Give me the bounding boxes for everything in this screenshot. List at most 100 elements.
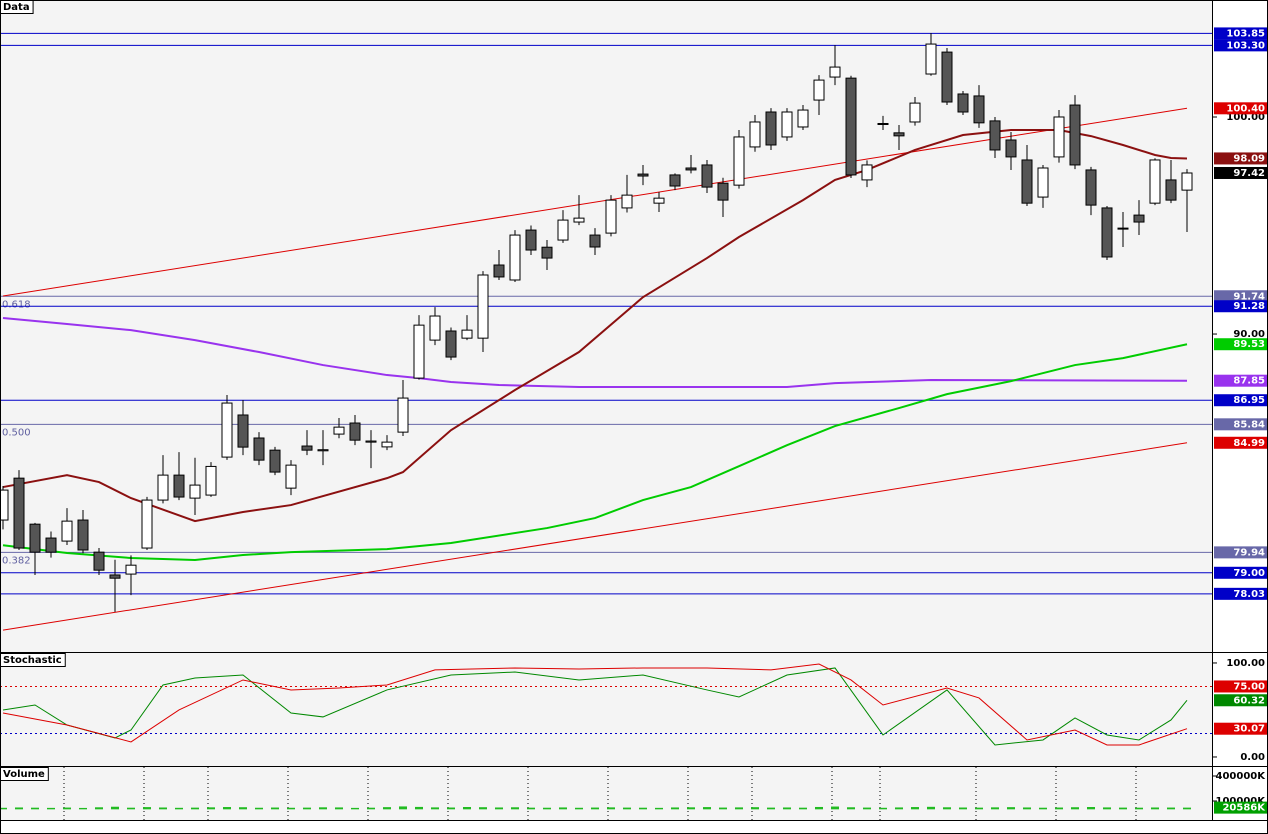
volume-bar <box>175 807 183 810</box>
candle-body <box>685 167 697 171</box>
volume-bar <box>447 807 455 810</box>
volume-bar <box>1167 807 1175 810</box>
price-box <box>1214 39 1267 52</box>
volume-bar <box>1087 807 1095 810</box>
price-box <box>1214 722 1267 735</box>
price-box <box>1214 394 1267 407</box>
price-box-label: 75.00 <box>1233 681 1265 692</box>
price-box-label: 103.30 <box>1226 40 1265 51</box>
y-tick-label: 90.00 <box>1233 329 1265 340</box>
candle-body <box>845 77 857 176</box>
candle-body <box>13 477 25 549</box>
volume-bar <box>271 807 279 810</box>
price-box <box>1214 680 1267 693</box>
volume-bar <box>287 807 295 810</box>
volume-bar <box>1151 807 1159 810</box>
volume-bar <box>143 807 151 810</box>
candle-body <box>1069 104 1081 166</box>
candle-body <box>957 93 969 113</box>
volume-bar <box>623 807 631 810</box>
price-box <box>1214 27 1267 40</box>
volume-bar <box>607 807 615 810</box>
overlay-line <box>2 343 1188 561</box>
candle-body <box>221 402 233 458</box>
volume-bar <box>0 807 7 810</box>
candle-body <box>909 102 921 123</box>
candle-body <box>1037 167 1049 198</box>
volume-bar <box>767 807 775 810</box>
volume-bar <box>1023 807 1031 810</box>
volume-bar <box>639 807 647 810</box>
candle-body <box>749 121 761 148</box>
candle-body <box>781 111 793 138</box>
candle-body <box>1133 214 1145 223</box>
price-box <box>1214 338 1267 351</box>
volume-bar <box>191 807 199 810</box>
candle-body <box>333 426 345 435</box>
candle-body <box>893 132 905 137</box>
candle-body <box>493 264 505 278</box>
volume-bar <box>879 807 887 810</box>
candle-body <box>477 274 489 339</box>
candle-body <box>573 217 585 223</box>
volume-bar <box>479 807 487 810</box>
volume-bar <box>1039 807 1047 810</box>
volume-bar <box>703 807 711 810</box>
volume-bar <box>1119 807 1127 810</box>
candle-body <box>285 464 297 489</box>
volume-bar <box>495 807 503 810</box>
candle-body <box>429 315 441 341</box>
candle-body <box>93 551 105 571</box>
price-box <box>1214 546 1267 559</box>
y-tick-label: 100000K <box>1216 796 1267 807</box>
volume-bar <box>31 807 39 810</box>
candle-body <box>1117 227 1129 230</box>
volume-bar <box>575 807 583 810</box>
stochastic-line <box>2 667 1188 746</box>
price-box-label: 91.28 <box>1233 301 1265 312</box>
volume-bar <box>63 807 71 810</box>
volume-bar <box>207 807 215 810</box>
candle-body <box>541 246 553 259</box>
volume-bar <box>943 807 951 810</box>
volume-bar <box>415 806 423 810</box>
volume-bar <box>1007 807 1015 810</box>
price-box-label: 103.85 <box>1226 28 1265 39</box>
candle-body <box>1165 179 1177 201</box>
price-box <box>1214 300 1267 313</box>
candle-body <box>925 43 937 75</box>
price-box-label: 84.99 <box>1233 438 1265 449</box>
candle-body <box>797 109 809 128</box>
price-box-label: 78.03 <box>1233 589 1265 600</box>
price-box <box>1214 418 1267 431</box>
volume-bar <box>319 807 327 810</box>
volume-bar <box>159 807 167 810</box>
panel-title: Volume <box>3 769 45 780</box>
price-box-label: 98.09 <box>1233 153 1265 164</box>
price-box-label: 79.94 <box>1233 547 1265 558</box>
volume-bar <box>895 807 903 810</box>
candle-body <box>317 449 329 452</box>
candle-body <box>1053 116 1065 158</box>
volume-bar <box>1071 807 1079 810</box>
candle-body <box>461 329 473 339</box>
volume-bar <box>1183 807 1191 810</box>
price-box-label: 100.40 <box>1226 103 1265 114</box>
price-box <box>1214 102 1267 115</box>
volume-bar <box>591 807 599 810</box>
candle-body <box>413 324 425 379</box>
candle-body <box>1149 159 1161 204</box>
price-box <box>1214 166 1267 179</box>
volume-bar <box>959 807 967 810</box>
volume-bar <box>655 807 663 810</box>
candle-body <box>125 564 137 575</box>
volume-bar <box>863 807 871 810</box>
price-box-label: 97.42 <box>1233 168 1265 179</box>
candle-body <box>253 437 265 461</box>
volume-bar <box>719 807 727 810</box>
overlay-line <box>2 442 1188 631</box>
candle-body <box>1085 169 1097 206</box>
candle-body <box>349 422 361 441</box>
